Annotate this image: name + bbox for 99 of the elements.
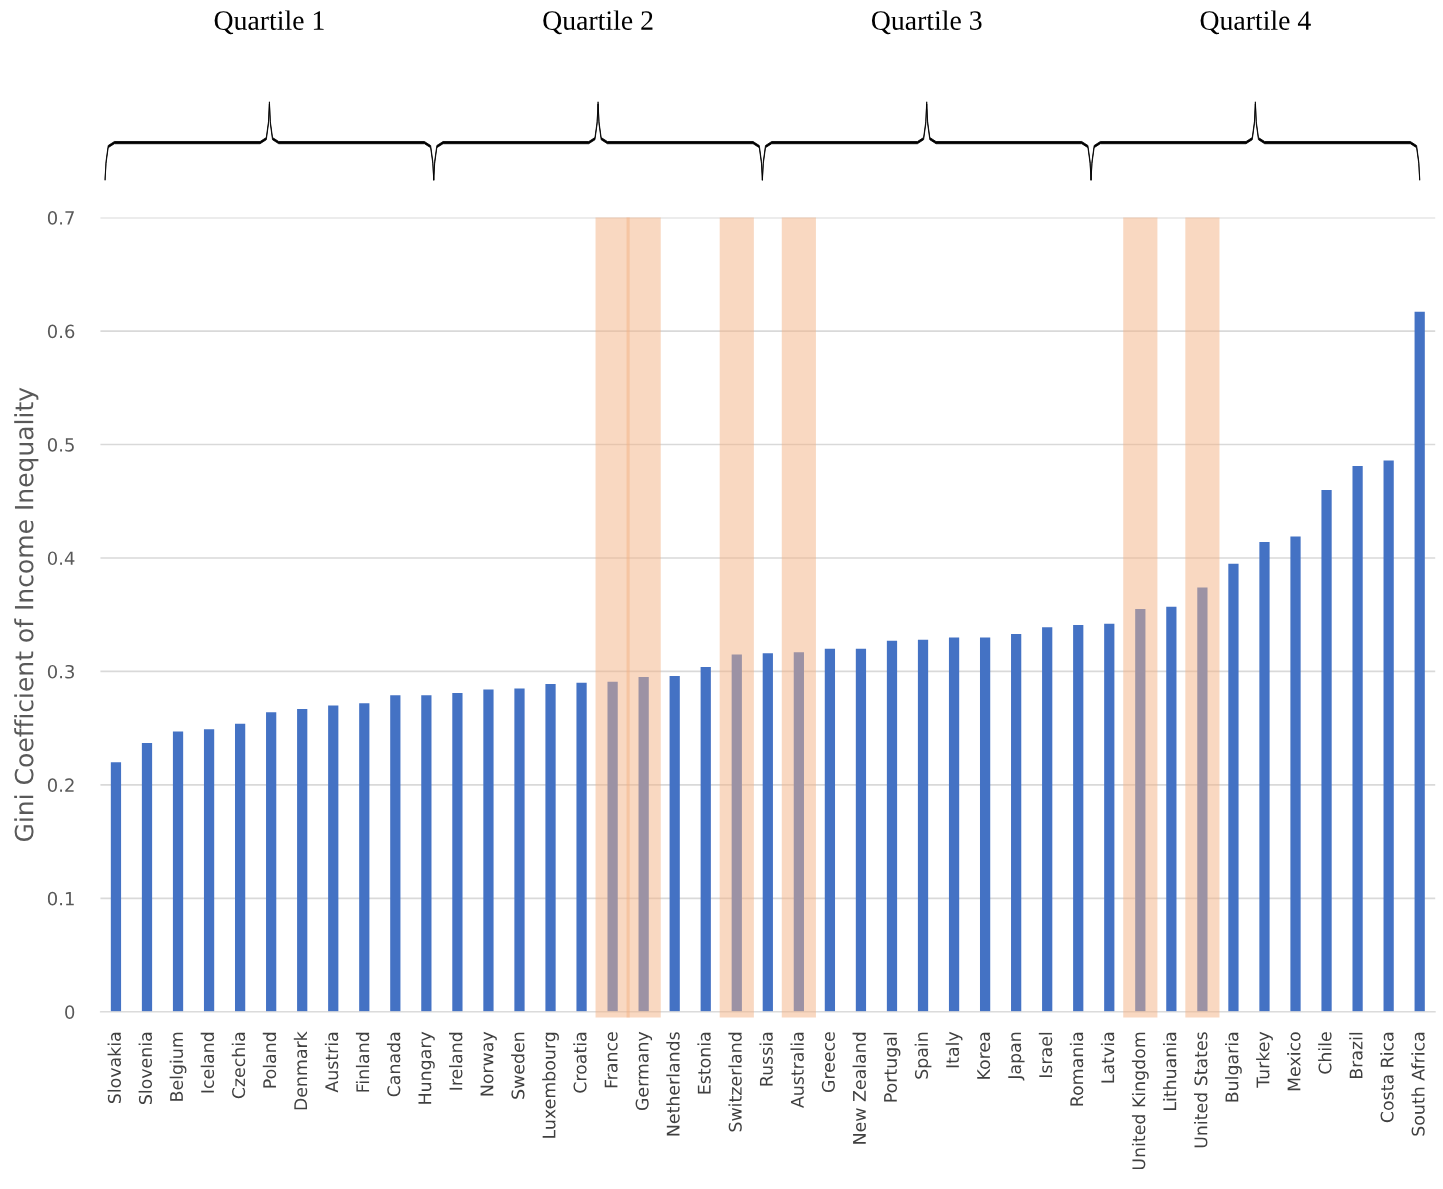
bar — [421, 695, 432, 1012]
x-tick-label: New Zealand — [852, 1032, 866, 1144]
x-tick-label: Japan — [1008, 1032, 1025, 1081]
y-tick-label: 0.7 — [47, 211, 74, 225]
x-tick-label: France — [604, 1032, 618, 1088]
bar — [855, 648, 867, 1012]
bar — [359, 703, 370, 1012]
x-tick-label: Luxembourg — [542, 1032, 559, 1138]
bar — [297, 708, 308, 1012]
bar — [793, 652, 804, 1012]
bar — [731, 654, 742, 1012]
x-tick-label: Czechia — [231, 1032, 246, 1099]
x-tick-label: Portugal — [883, 1032, 901, 1102]
x-tick-label: Croatia — [573, 1032, 587, 1093]
x-tick-label: Greece — [821, 1032, 835, 1093]
bar — [1383, 460, 1394, 1012]
bar — [1290, 536, 1301, 1012]
bar — [1073, 624, 1084, 1012]
bar — [1011, 634, 1022, 1012]
y-axis-title: Gini Coefficient of Income Inequality — [14, 387, 39, 842]
x-tick-label: Canada — [386, 1032, 401, 1097]
bar — [203, 729, 215, 1012]
x-tick-label: Israel — [1038, 1032, 1053, 1078]
bar — [886, 640, 898, 1012]
x-tick-label: Korea — [977, 1032, 991, 1079]
text: Quartile 1 — [214, 10, 324, 35]
bar — [576, 682, 587, 1012]
bar — [979, 637, 991, 1012]
x-tick-label: Denmark — [293, 1031, 308, 1110]
bar — [607, 681, 618, 1012]
x-tick-label: United Kingdom — [1131, 1032, 1149, 1170]
bar — [762, 653, 773, 1012]
y-tick-label: 0.5 — [47, 437, 74, 452]
x-tick-label: Austria — [324, 1032, 339, 1093]
text: Quartile 3 — [871, 10, 982, 35]
bar — [917, 639, 929, 1012]
text: Quartile 2 — [543, 10, 653, 35]
bar — [948, 637, 960, 1012]
x-tick-label: Latvia — [1100, 1032, 1115, 1083]
x-tick-label: Germany — [635, 1031, 653, 1111]
x-tick-label: South Africa — [1411, 1032, 1425, 1136]
bar — [1259, 542, 1270, 1012]
x-tick-label: Sweden — [511, 1032, 525, 1099]
bar — [266, 712, 277, 1012]
x-tick-label: Finland — [355, 1032, 370, 1092]
x-tick-label: Poland — [262, 1032, 277, 1088]
bar — [824, 648, 836, 1012]
x-tick-label: Spain — [914, 1032, 932, 1079]
bar — [483, 689, 494, 1012]
bar — [1352, 466, 1363, 1012]
x-tick-label: Brazil — [1349, 1032, 1363, 1079]
x-tick-label: Chile — [1318, 1032, 1332, 1074]
bar — [172, 731, 184, 1012]
bar — [1414, 311, 1425, 1012]
text: Quartile 4 — [1200, 10, 1311, 35]
x-tick-label: Italy — [945, 1031, 963, 1068]
x-tick-label: Switzerland — [728, 1032, 742, 1132]
x-tick-label: Estonia — [697, 1032, 711, 1094]
bar — [1228, 563, 1239, 1012]
bar — [669, 675, 680, 1012]
bar — [1197, 587, 1208, 1012]
x-tick-label: Australia — [790, 1032, 804, 1108]
x-tick-label: Turkey — [1256, 1031, 1273, 1088]
y-tick-label: 0.4 — [47, 551, 75, 566]
bar — [1042, 627, 1053, 1012]
x-tick-label: Iceland — [200, 1032, 215, 1093]
bar — [700, 666, 711, 1012]
x-tick-label: Netherlands — [666, 1032, 680, 1136]
bar — [545, 683, 556, 1012]
bar — [452, 693, 463, 1012]
x-tick-label: Slovakia — [107, 1032, 121, 1104]
x-tick-label: Belgium — [169, 1032, 187, 1101]
x-tick-label: Bulgaria — [1225, 1032, 1242, 1102]
x-tick-label: Norway — [480, 1031, 497, 1096]
x-tick-label: Slovenia — [138, 1032, 153, 1105]
bar — [638, 677, 649, 1012]
x-tick-label: Mexico — [1287, 1032, 1301, 1091]
y-tick-label: 0.1 — [47, 891, 74, 906]
bar — [1104, 623, 1115, 1012]
bar — [1166, 606, 1177, 1012]
x-tick-label: Hungary — [418, 1031, 435, 1104]
y-tick-label: 0.3 — [47, 664, 74, 679]
bar — [141, 742, 153, 1012]
y-tick-label: 0.6 — [47, 324, 75, 339]
bar — [328, 705, 339, 1012]
x-tick-label: Russia — [759, 1032, 773, 1086]
x-tick-label: Romania — [1069, 1032, 1084, 1106]
x-tick-label: Ireland — [449, 1032, 463, 1090]
y-tick-label: 0.2 — [47, 778, 74, 793]
bar — [390, 695, 401, 1012]
y-tick-label: 0 — [65, 1005, 75, 1019]
x-tick-label: United States — [1194, 1032, 1208, 1148]
x-tick-label: Lithuania — [1162, 1032, 1177, 1110]
bar — [1135, 609, 1146, 1012]
bar — [235, 723, 246, 1012]
bar — [1321, 489, 1332, 1012]
bar — [110, 762, 122, 1012]
bar — [514, 688, 525, 1012]
x-tick-label: Costa Rica — [1380, 1032, 1394, 1123]
